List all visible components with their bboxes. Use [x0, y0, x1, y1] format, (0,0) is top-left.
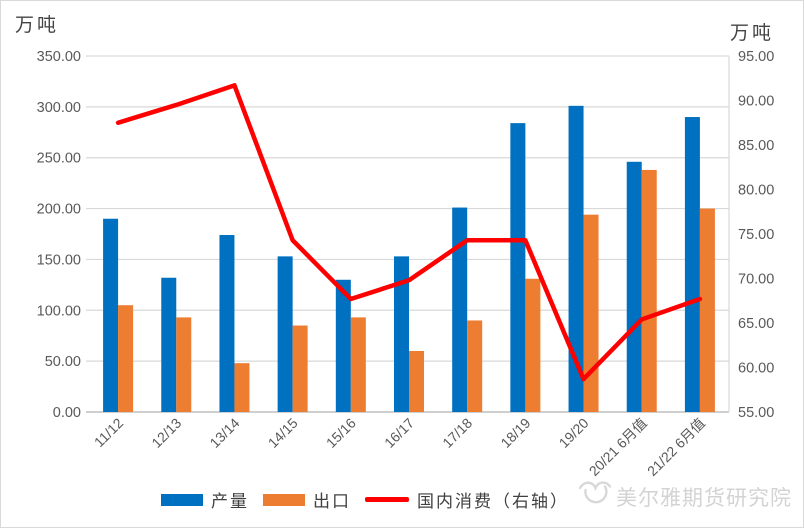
production-swatch: [161, 493, 203, 506]
svg-text:18/19: 18/19: [497, 415, 533, 451]
watermark-text: 美尔雅期货研究院: [616, 486, 792, 510]
right-axis-title: 万吨: [730, 23, 775, 44]
bar: [292, 325, 308, 412]
legend-item-export: 出口: [263, 487, 351, 512]
bar: [641, 169, 657, 412]
svg-text:12/13: 12/13: [148, 415, 184, 451]
svg-text:75.00: 75.00: [738, 227, 774, 243]
consumption-line: [115, 83, 703, 382]
bar: [467, 320, 483, 412]
bar: [409, 350, 424, 412]
meierya-logo-icon: [577, 477, 613, 516]
svg-text:55.00: 55.00: [738, 405, 774, 421]
bar: [103, 218, 119, 412]
bar: [350, 317, 366, 412]
svg-text:0.00: 0.00: [53, 405, 81, 421]
bar: [699, 208, 715, 412]
svg-text:60.00: 60.00: [738, 361, 774, 377]
svg-text:350.00: 350.00: [37, 49, 81, 65]
watermark: 美尔雅期货研究院: [577, 477, 792, 516]
legend-label-consumption: 国内消费（右轴）: [417, 492, 569, 511]
svg-text:250.00: 250.00: [37, 151, 81, 167]
svg-text:11/12: 11/12: [91, 415, 127, 451]
bar: [176, 317, 192, 412]
bar: [394, 256, 409, 412]
bar: [335, 279, 351, 412]
svg-text:300.00: 300.00: [37, 100, 81, 116]
right-axis-ticks: 55.00 60.00 65.00 70.00 75.00 80.00 85.00 90.00…: [738, 49, 774, 421]
export-swatch: [263, 493, 305, 506]
bar: [510, 123, 526, 412]
production-bars: [103, 105, 700, 413]
legend-label-export: 出口: [313, 492, 351, 511]
x-axis-labels: 11/12 12/13 13/14 14/15 15/16 16/17 17/18 18/19…: [91, 415, 708, 479]
svg-text:65.00: 65.00: [738, 316, 774, 332]
consumption-line-swatch: [365, 497, 409, 502]
svg-text:21/22 6月值: 21/22 6月值: [644, 415, 708, 479]
svg-text:70.00: 70.00: [738, 272, 774, 288]
svg-text:14/15: 14/15: [265, 415, 301, 451]
svg-text:15/16: 15/16: [323, 415, 359, 451]
svg-text:200.00: 200.00: [37, 202, 81, 218]
bar: [234, 363, 250, 412]
svg-text:19/20: 19/20: [556, 415, 592, 451]
legend-item-production: 产量: [161, 487, 249, 512]
bar: [161, 277, 177, 412]
svg-text:90.00: 90.00: [738, 94, 774, 110]
bar: [684, 117, 700, 413]
legend-label-production: 产量: [211, 492, 249, 511]
bar: [626, 161, 642, 412]
bar: [277, 256, 293, 412]
bar: [219, 235, 235, 412]
legend: 产量 出口 国内消费（右轴）: [1, 487, 729, 512]
left-axis-title: 万吨: [15, 15, 60, 36]
svg-text:95.00: 95.00: [738, 49, 774, 65]
export-bars: [118, 169, 715, 412]
svg-text:150.00: 150.00: [37, 252, 81, 268]
legend-item-consumption: 国内消费（右轴）: [365, 487, 569, 512]
bar: [568, 105, 584, 412]
svg-text:80.00: 80.00: [738, 183, 774, 199]
left-axis-ticks: 0.00 50.00 100.00 150.00 200.00 250.00 300.00 3…: [37, 49, 81, 421]
svg-text:16/17: 16/17: [381, 415, 417, 451]
svg-text:100.00: 100.00: [37, 303, 81, 319]
bar: [583, 214, 599, 412]
svg-text:85.00: 85.00: [738, 138, 774, 154]
svg-text:20/21 6月值: 20/21 6月值: [586, 415, 650, 479]
bar: [118, 305, 134, 412]
bar: [525, 278, 541, 412]
svg-text:13/14: 13/14: [206, 415, 242, 451]
bar: [452, 207, 468, 412]
svg-text:17/18: 17/18: [439, 415, 475, 451]
svg-text:50.00: 50.00: [45, 354, 81, 370]
